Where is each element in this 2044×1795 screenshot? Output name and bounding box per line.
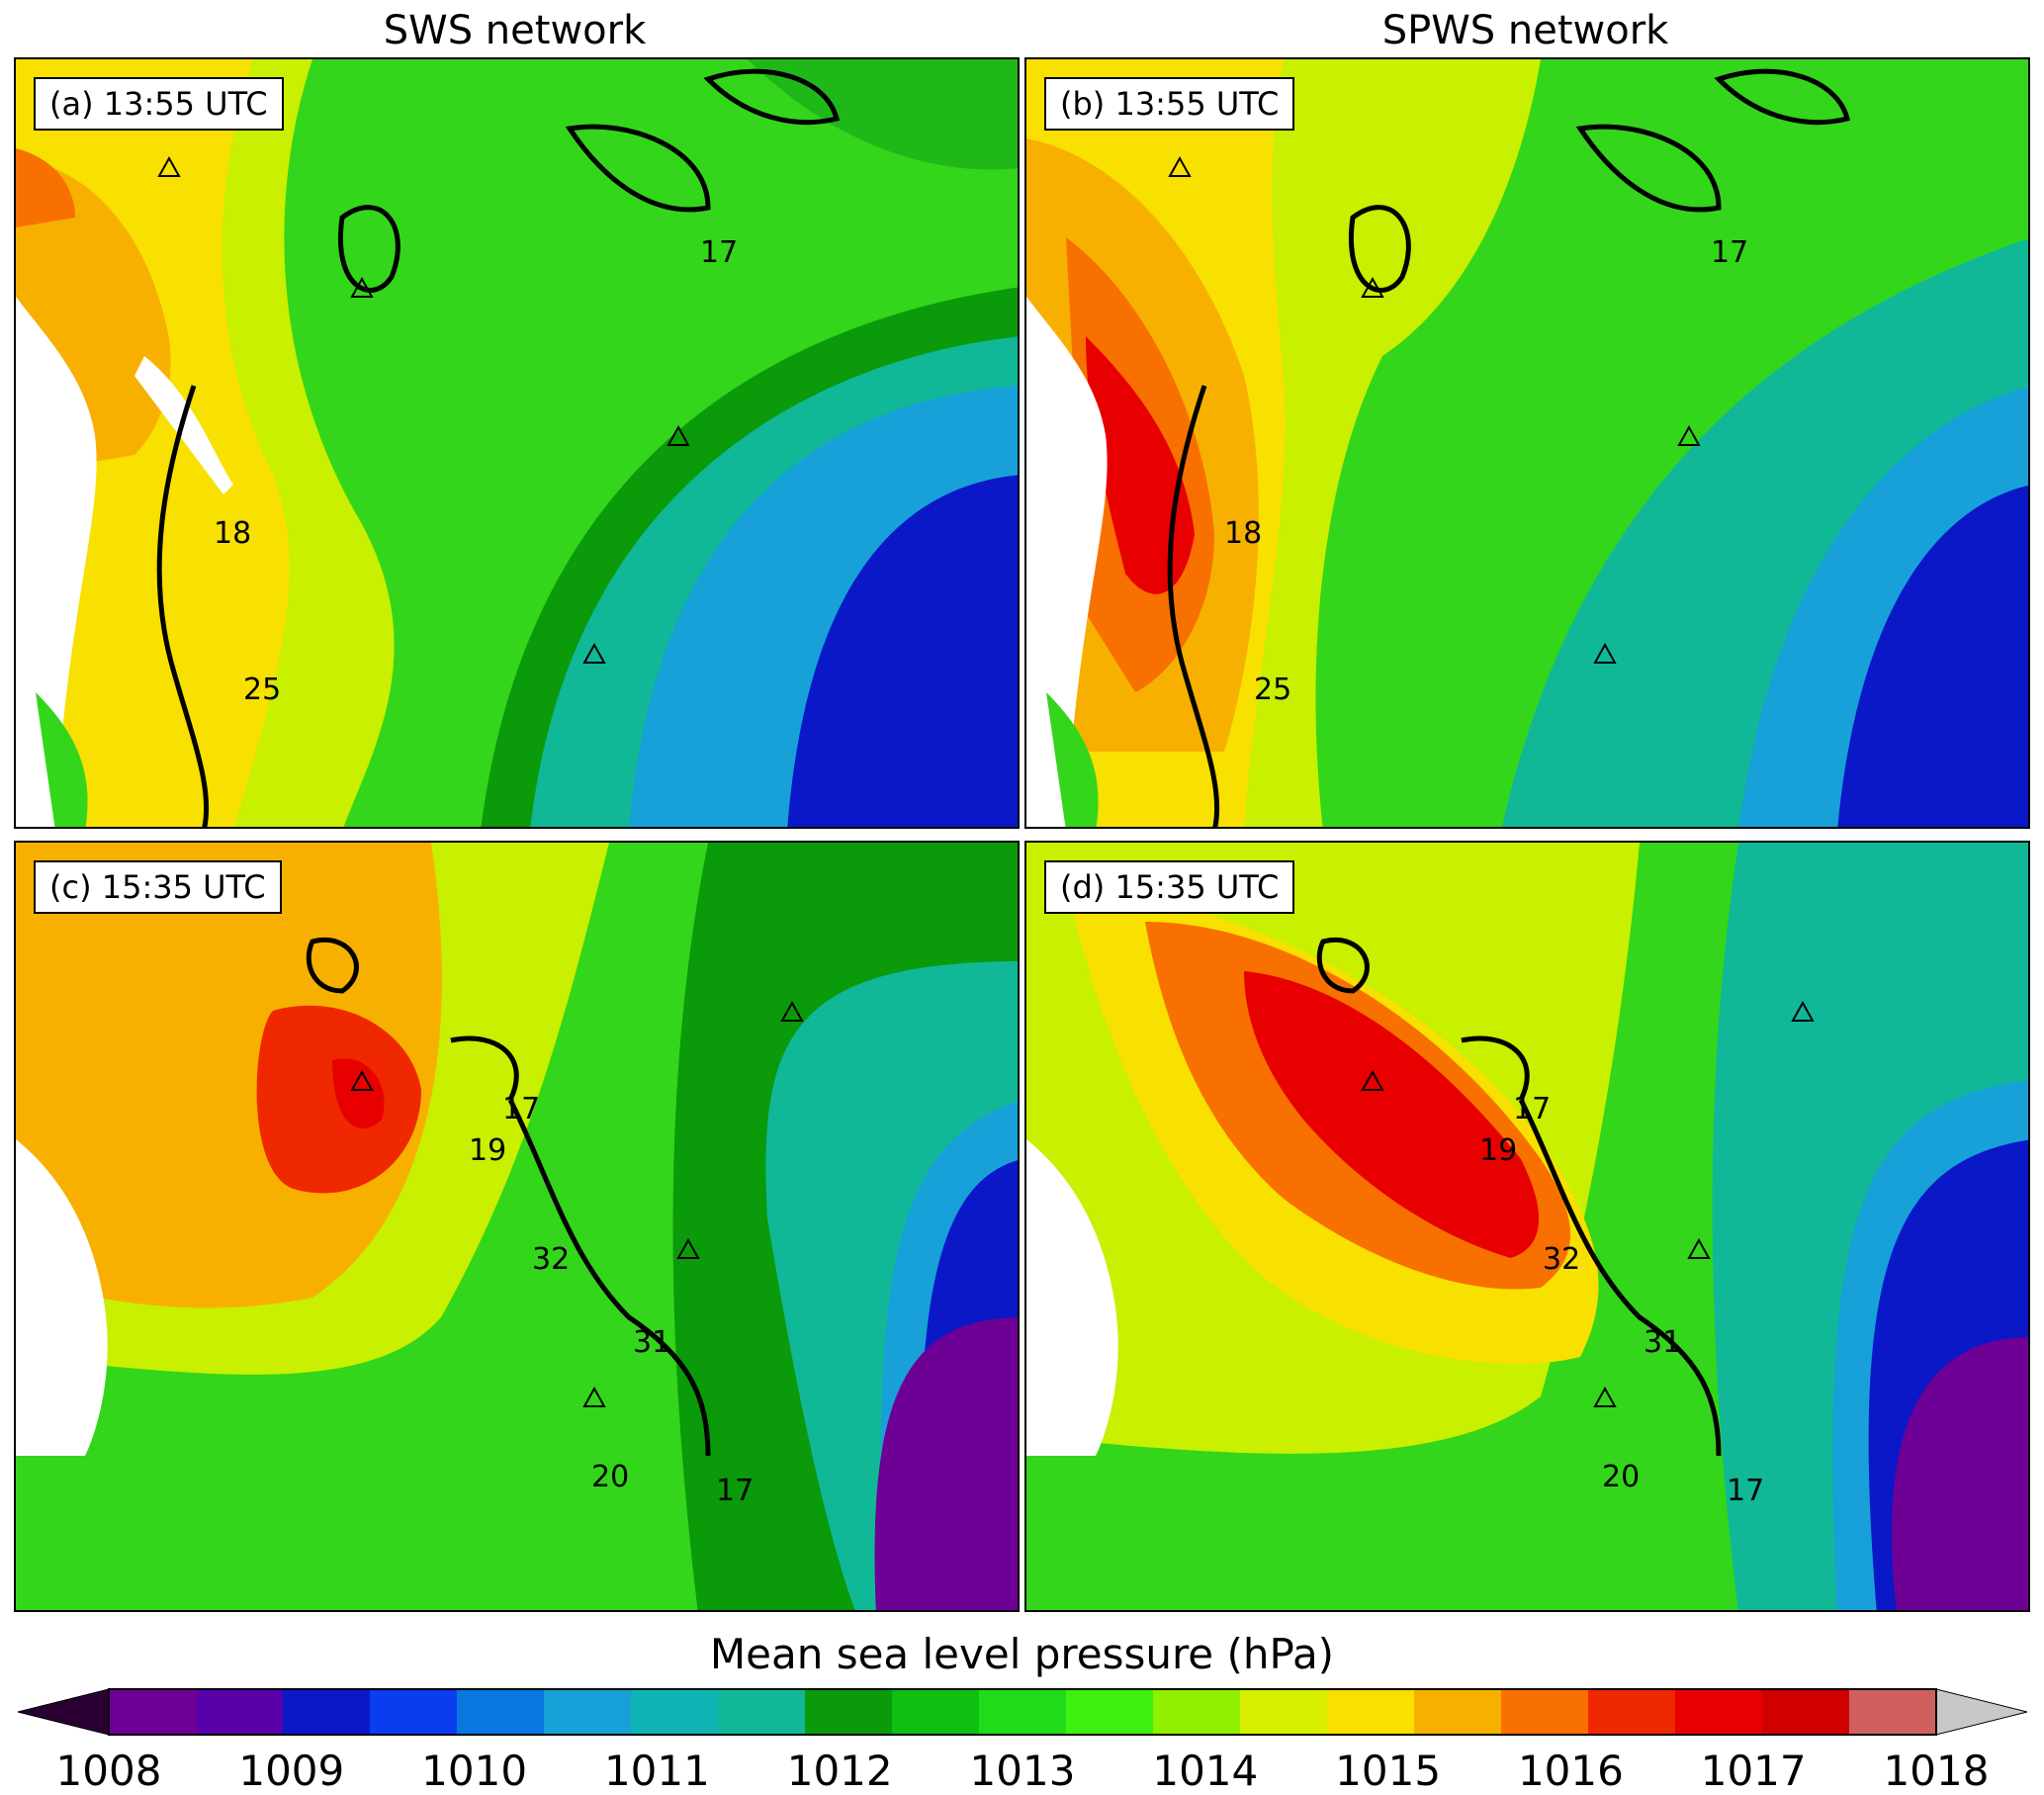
pressure-field-c bbox=[16, 843, 1018, 1610]
cell-number: 17 bbox=[716, 1474, 755, 1508]
pressure-field-b bbox=[1026, 59, 2028, 827]
map-panel-d: (d) 15:35 UTC bbox=[1024, 841, 2030, 1612]
colorbar-segment bbox=[1066, 1689, 1154, 1735]
map-panel-a: (a) 13:55 UTC bbox=[14, 57, 1020, 829]
colorbar-segment bbox=[979, 1689, 1067, 1735]
cell-number: 18 bbox=[214, 516, 252, 551]
colorbar-segment bbox=[196, 1689, 284, 1735]
colorbar-tick-label: 1008 bbox=[55, 1747, 162, 1795]
colorbar-tick-label: 1010 bbox=[421, 1747, 528, 1795]
colorbar-segment bbox=[457, 1689, 545, 1735]
colorbar-segment bbox=[1588, 1689, 1676, 1735]
colorbar-segment bbox=[1327, 1689, 1415, 1735]
colorbar-segment bbox=[631, 1689, 719, 1735]
pressure-field-a bbox=[16, 59, 1018, 827]
cell-number: 17 bbox=[1513, 1092, 1552, 1126]
map-panel-b: (b) 13:55 UTC bbox=[1024, 57, 2030, 829]
colorbar-extend-low bbox=[17, 1688, 110, 1736]
colorbar-segment bbox=[1762, 1689, 1850, 1735]
colorbar-extend-high bbox=[1935, 1688, 2028, 1736]
colorbar-segment bbox=[1414, 1689, 1502, 1735]
panel-label-b: (b) 13:55 UTC bbox=[1044, 77, 1295, 131]
colorbar-segment bbox=[805, 1689, 893, 1735]
pressure-field-d bbox=[1026, 843, 2028, 1610]
colorbar-segment bbox=[718, 1689, 806, 1735]
cell-number: 19 bbox=[1479, 1133, 1518, 1168]
colorbar-segment bbox=[544, 1689, 632, 1735]
colorbar-tick-label: 1017 bbox=[1700, 1747, 1807, 1795]
panel-label-a: (a) 13:55 UTC bbox=[34, 77, 284, 131]
colorbar-outline bbox=[108, 1688, 1937, 1736]
cell-number: 25 bbox=[1254, 673, 1292, 707]
column-title-spws: SPWS network bbox=[1381, 8, 1669, 53]
cell-number: 31 bbox=[1644, 1325, 1682, 1360]
colorbar-segment bbox=[1153, 1689, 1241, 1735]
colorbar-segment bbox=[1849, 1689, 1937, 1735]
cell-number: 20 bbox=[1602, 1460, 1641, 1494]
cell-number: 31 bbox=[633, 1325, 671, 1360]
colorbar-segment bbox=[283, 1689, 371, 1735]
colorbar-segment bbox=[370, 1689, 458, 1735]
colorbar-segment bbox=[1240, 1689, 1328, 1735]
colorbar-tick-label: 1013 bbox=[969, 1747, 1076, 1795]
cell-number: 20 bbox=[591, 1460, 630, 1494]
cell-number: 17 bbox=[502, 1092, 541, 1126]
colorbar-tick-label: 1011 bbox=[603, 1747, 710, 1795]
cell-number: 32 bbox=[532, 1242, 571, 1277]
cell-number: 18 bbox=[1224, 516, 1263, 551]
colorbar-tick-label: 1016 bbox=[1517, 1747, 1624, 1795]
cell-number: 17 bbox=[1711, 235, 1749, 270]
colorbar-segment bbox=[1675, 1689, 1763, 1735]
colorbar-segment bbox=[1501, 1689, 1589, 1735]
colorbar-tick-label: 1018 bbox=[1883, 1747, 1990, 1795]
colorbar-tick-label: 1014 bbox=[1152, 1747, 1259, 1795]
panel-label-c: (c) 15:35 UTC bbox=[34, 860, 282, 914]
colorbar bbox=[17, 1688, 2028, 1736]
colorbar-title: Mean sea level pressure (hPa) bbox=[709, 1630, 1335, 1678]
colorbar-segment bbox=[109, 1689, 197, 1735]
colorbar-tick-label: 1009 bbox=[238, 1747, 345, 1795]
colorbar-tick-label: 1012 bbox=[786, 1747, 893, 1795]
cell-number: 32 bbox=[1543, 1242, 1581, 1277]
cell-number: 17 bbox=[1727, 1474, 1765, 1508]
cell-number: 25 bbox=[243, 673, 282, 707]
cell-number: 17 bbox=[700, 235, 739, 270]
cell-number: 19 bbox=[469, 1133, 507, 1168]
map-panel-c: (c) 15:35 UTC bbox=[14, 841, 1020, 1612]
column-title-sws: SWS network bbox=[383, 8, 647, 53]
colorbar-tick-label: 1015 bbox=[1335, 1747, 1442, 1795]
panel-label-d: (d) 15:35 UTC bbox=[1044, 860, 1295, 914]
colorbar-segment bbox=[892, 1689, 980, 1735]
